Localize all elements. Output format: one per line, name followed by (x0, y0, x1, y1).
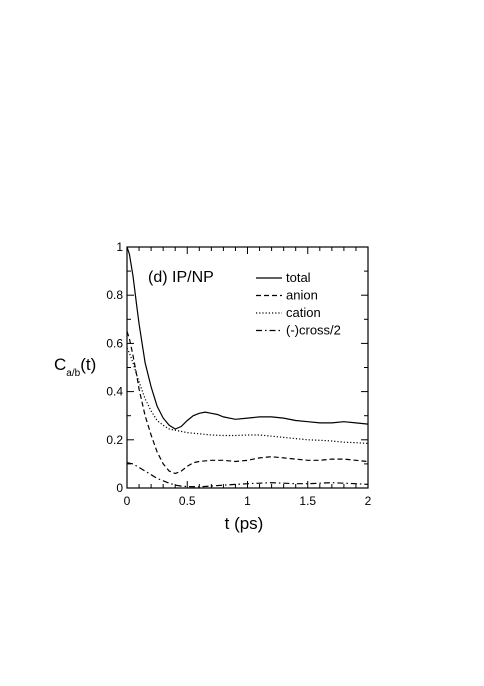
y-axis-title-subscript: a/b (66, 368, 80, 379)
legend: total anion cation (-)cross/2 (256, 270, 341, 338)
y-tick-label: 0.6 (106, 336, 123, 350)
series-line-dotted (126, 347, 369, 444)
x-tick-label: 0.5 (179, 494, 196, 508)
annotation-label: (d) IP/NP (148, 269, 214, 286)
series-group (126, 246, 369, 488)
x-tick-label: 1.5 (299, 494, 316, 508)
y-tick-label: 0.2 (106, 433, 123, 447)
legend-label: total (286, 270, 311, 285)
y-tick-label: 1 (116, 240, 123, 254)
series-line-dashdot (126, 462, 369, 488)
x-axis-title: t (ps) (225, 514, 264, 533)
legend-label: (-)cross/2 (286, 323, 341, 338)
y-axis-title: Ca/b(t) (54, 355, 96, 379)
y-axis-title-suffix: (t) (80, 355, 96, 374)
y-tick-label: 0.4 (106, 385, 123, 399)
legend-label: cation (286, 305, 321, 320)
series-line-dashed (126, 331, 369, 475)
y-tick-label: 0.8 (106, 288, 123, 302)
x-tick-label: 1 (244, 494, 251, 508)
y-tick-label: 0 (116, 481, 123, 495)
x-tick-label: 0 (124, 494, 131, 508)
x-tick-label: 2 (365, 494, 372, 508)
legend-label: anion (286, 288, 318, 303)
ticks-group: 0 0.5 1 1.5 2 0 0.2 0.4 0.6 0.8 1 (106, 240, 371, 508)
series-line-solid (126, 246, 369, 430)
y-axis-title-main: C (54, 355, 66, 374)
